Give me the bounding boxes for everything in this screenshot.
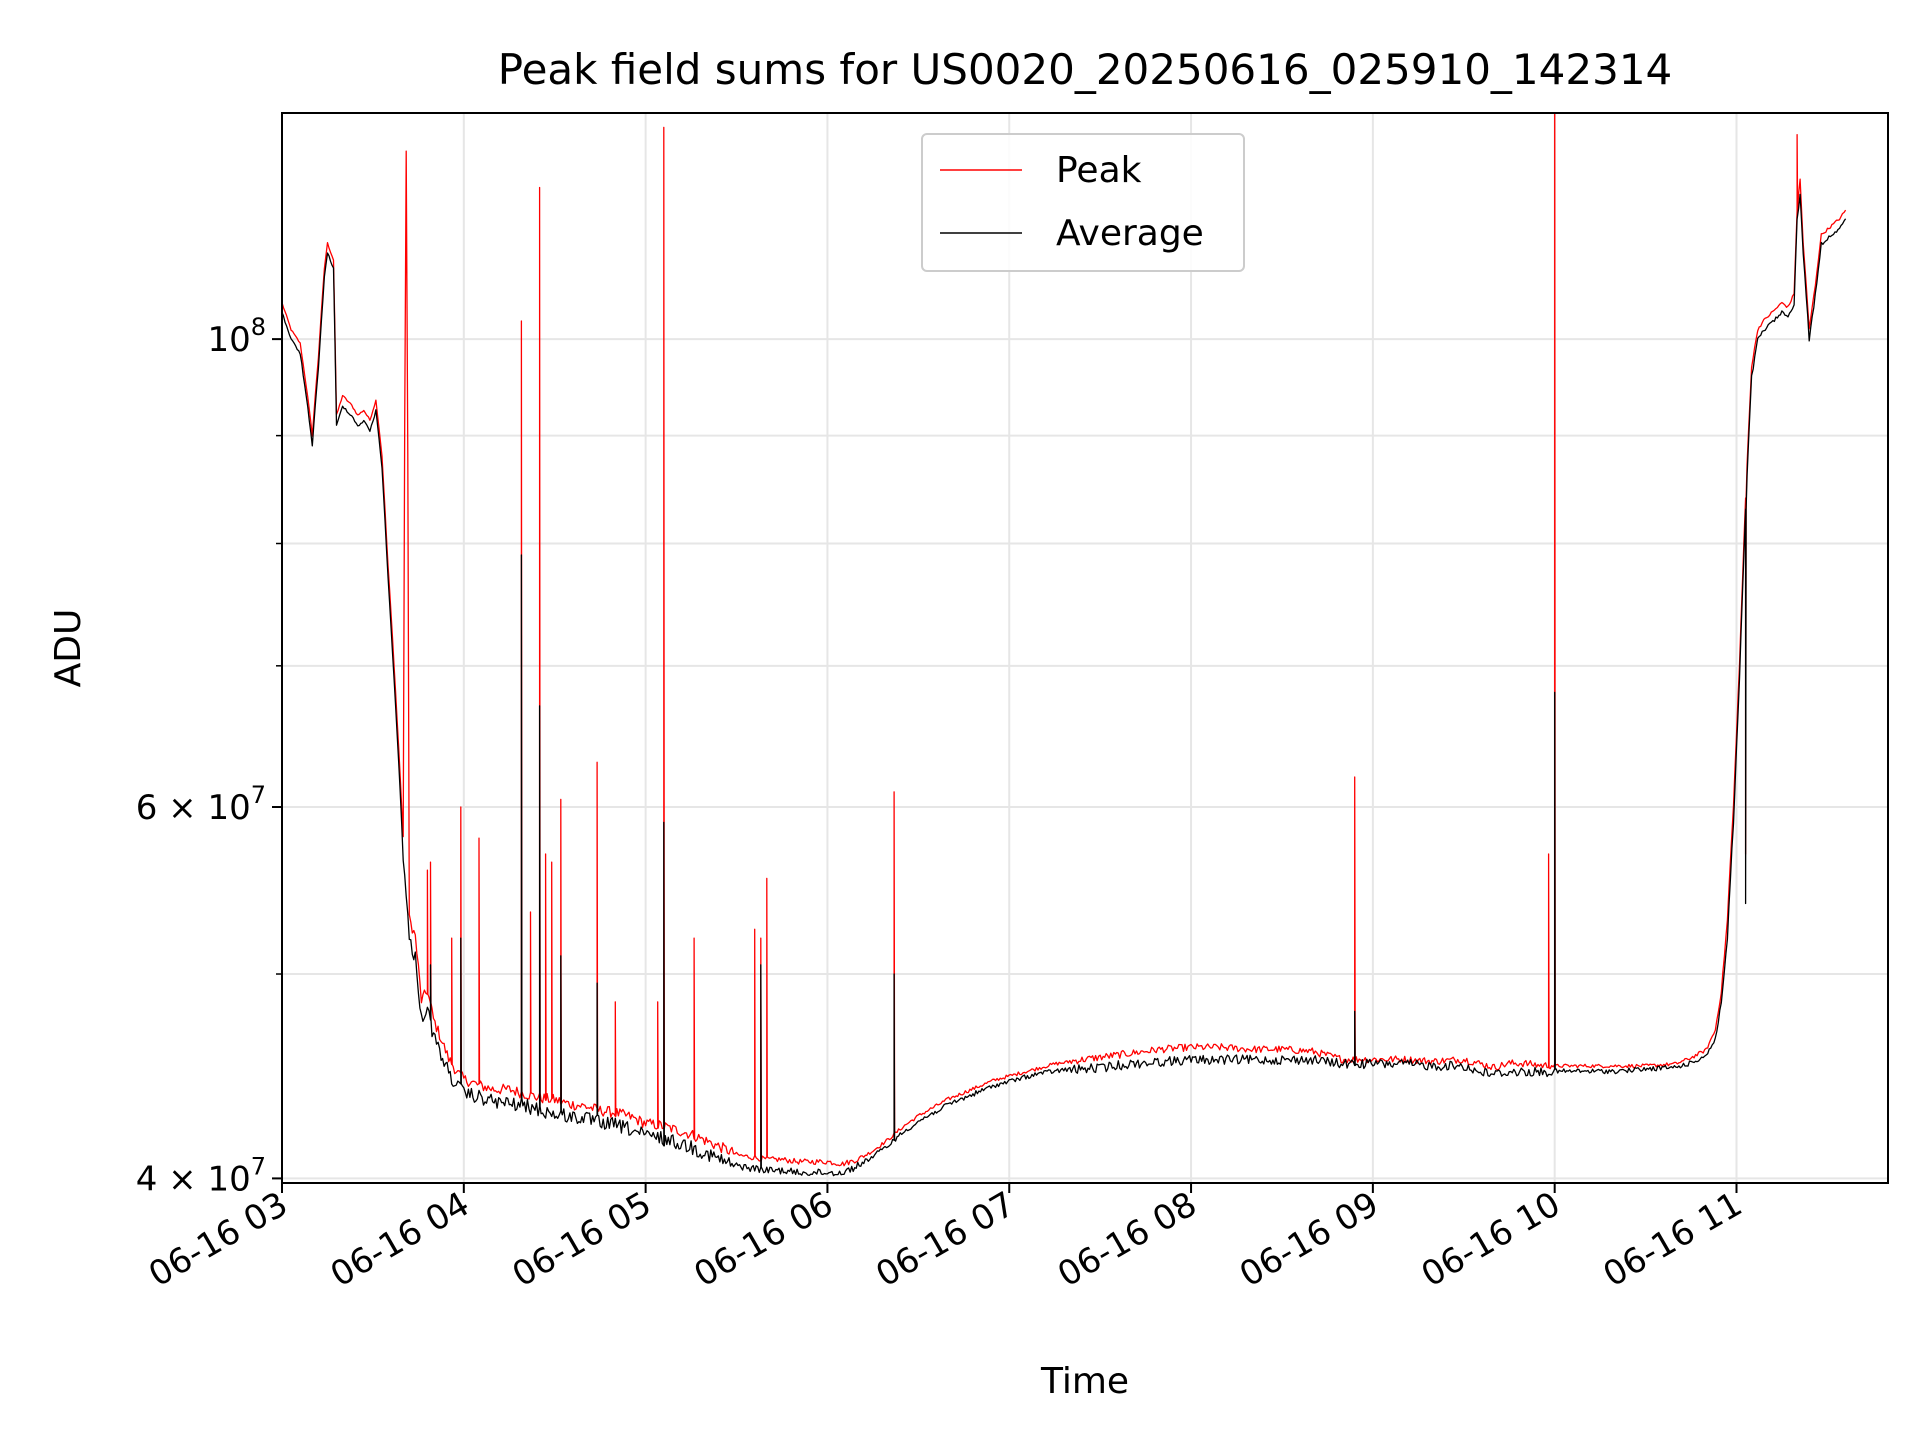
series-line-peak: [282, 113, 1847, 1167]
x-tick-label: 06-16 04: [324, 1184, 476, 1295]
x-tick-label: 06-16 05: [506, 1184, 658, 1295]
legend-label-peak: Peak: [1056, 150, 1142, 191]
x-tick-label: 06-16 10: [1415, 1184, 1567, 1295]
x-tick-label: 06-16 11: [1597, 1184, 1749, 1295]
y-axis-ticks: 4 × 107 6 × 107 108: [136, 313, 282, 1199]
y-tick-label: 108: [207, 313, 266, 360]
x-axis-label: Time: [1040, 1361, 1129, 1402]
chart-title: Peak field sums for US0020_20250616_0259…: [498, 45, 1673, 94]
plot-background: [282, 113, 1888, 1183]
x-tick-label: 06-16 07: [869, 1184, 1021, 1295]
y-axis-label: ADU: [48, 609, 89, 688]
plot-frame: [281, 112, 1889, 1184]
x-tick-label: 06-16 09: [1233, 1184, 1385, 1295]
series-layer: [282, 113, 1847, 1177]
x-tick-label: 06-16 06: [688, 1184, 840, 1295]
legend-label-average: Average: [1056, 213, 1204, 254]
x-tick-label: 06-16 08: [1051, 1184, 1203, 1295]
y-tick-label: 6 × 107: [136, 781, 266, 828]
x-axis-ticks: 06-16 03 06-16 04 06-16 05 06-16 06 06-16 07…: [142, 1183, 1749, 1295]
grid: [281, 113, 1888, 1183]
x-tick-label: 06-16 03: [142, 1184, 294, 1295]
series-line-average: [282, 193, 1847, 1177]
legend: Peak Average: [921, 133, 1245, 272]
legend-box: [921, 133, 1245, 272]
y-tick-label: 4 × 107: [136, 1152, 266, 1199]
